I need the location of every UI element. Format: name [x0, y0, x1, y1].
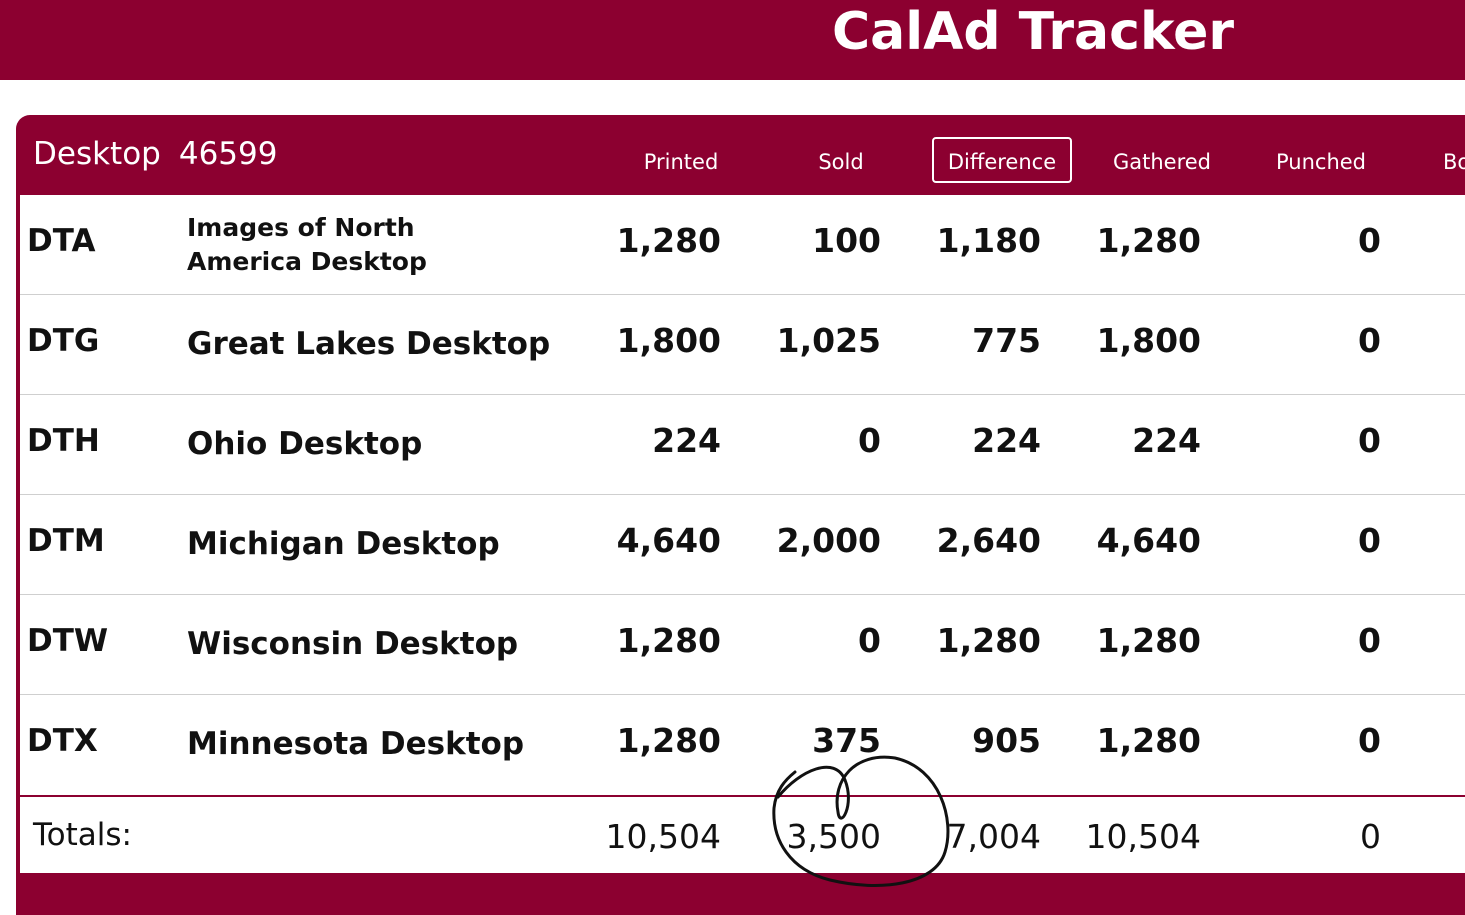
column-header-sold[interactable]: Sold: [818, 150, 864, 174]
totals-sold: 3,500: [786, 817, 881, 856]
row-sold: 100: [812, 221, 881, 260]
row-code: DTM: [27, 523, 105, 559]
totals-punched: 0: [1360, 817, 1381, 856]
row-printed: 1,280: [616, 621, 721, 660]
row-difference: 1,280: [936, 621, 1041, 660]
row-printed: 1,280: [616, 221, 721, 260]
row-name: Michigan Desktop: [187, 526, 500, 562]
row-gathered: 1,280: [1096, 221, 1201, 260]
panel-bottom-bar: [16, 873, 1465, 887]
row-sold: 0: [858, 421, 881, 460]
table-body: [20, 195, 1465, 873]
row-gathered: 224: [1132, 421, 1201, 460]
row-difference: 905: [972, 721, 1041, 760]
row-code: DTA: [27, 223, 96, 259]
row-punched: 0: [1358, 321, 1381, 360]
row-name: Minnesota Desktop: [187, 726, 525, 762]
row-gathered: 1,280: [1096, 621, 1201, 660]
row-sold: 0: [858, 621, 881, 660]
panel-label: Desktop: [33, 136, 161, 172]
row-printed: 1,280: [616, 721, 721, 760]
row-sold: 1,025: [776, 321, 881, 360]
table-row[interactable]: DTX Minnesota Desktop 1,280 375 905 1,28…: [20, 695, 1465, 795]
row-printed: 224: [652, 421, 721, 460]
column-header-difference[interactable]: Difference: [932, 137, 1072, 183]
row-gathered: 1,800: [1096, 321, 1201, 360]
row-printed: 4,640: [616, 521, 721, 560]
row-code: DTW: [27, 623, 109, 659]
table-row[interactable]: DTW Wisconsin Desktop 1,280 0 1,280 1,28…: [20, 595, 1465, 695]
row-punched: 0: [1358, 621, 1381, 660]
totals-label: Totals:: [33, 817, 132, 853]
table-row[interactable]: DTM Michigan Desktop 4,640 2,000 2,640 4…: [20, 495, 1465, 595]
row-printed: 1,800: [616, 321, 721, 360]
row-code: DTX: [27, 723, 98, 759]
row-difference: 224: [972, 421, 1041, 460]
row-punched: 0: [1358, 721, 1381, 760]
column-header-next-partial[interactable]: Bo: [1443, 150, 1465, 174]
row-punched: 0: [1358, 221, 1381, 260]
row-name: Ohio Desktop: [187, 426, 423, 462]
totals-printed: 10,504: [605, 817, 721, 856]
row-punched: 0: [1358, 421, 1381, 460]
row-gathered: 1,280: [1096, 721, 1201, 760]
column-header-gathered[interactable]: Gathered: [1112, 150, 1212, 174]
row-code: DTG: [27, 323, 100, 359]
row-difference: 1,180: [936, 221, 1041, 260]
table-row[interactable]: DTG Great Lakes Desktop 1,800 1,025 775 …: [20, 295, 1465, 395]
totals-row: Totals: 10,504 3,500 7,004 10,504 0: [20, 795, 1465, 873]
panel-title: Desktop 46599: [33, 136, 277, 172]
table-row[interactable]: DTA Images of North America Desktop 1,28…: [20, 195, 1465, 295]
row-name: Great Lakes Desktop: [187, 326, 551, 362]
row-sold: 375: [812, 721, 881, 760]
totals-difference: 7,004: [946, 817, 1041, 856]
app-title: CalAd Tracker: [832, 2, 1235, 62]
row-gathered: 4,640: [1096, 521, 1201, 560]
row-code: DTH: [27, 423, 100, 459]
column-header-punched[interactable]: Punched: [1275, 150, 1367, 174]
row-punched: 0: [1358, 521, 1381, 560]
panel-number: 46599: [178, 136, 278, 172]
row-name: Wisconsin Desktop: [187, 626, 519, 662]
table-row[interactable]: DTH Ohio Desktop 224 0 224 224 0: [20, 395, 1465, 495]
row-name: Images of North America Desktop: [187, 213, 427, 276]
app-header: [0, 0, 1465, 80]
totals-gathered: 10,504: [1085, 817, 1201, 856]
column-header-printed[interactable]: Printed: [643, 150, 719, 174]
row-sold: 2,000: [776, 521, 881, 560]
row-difference: 2,640: [936, 521, 1041, 560]
row-difference: 775: [972, 321, 1041, 360]
